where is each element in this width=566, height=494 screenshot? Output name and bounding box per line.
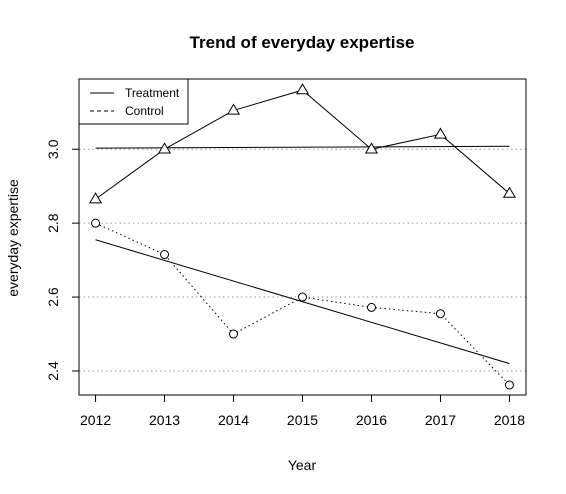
legend-label-treatment: Treatment [125,86,180,100]
legend-label-control: Control [125,104,164,118]
treatment-marker [433,127,448,139]
treatment-marker [295,83,310,95]
control-marker [91,218,101,228]
y-axis-label: everyday expertise [5,179,21,297]
x-tick-label: 2018 [494,412,525,428]
y-tick-label: 2.4 [45,361,61,381]
control-trend-line [95,239,510,365]
y-axis: 2.4 2.6 2.8 3.0 [45,139,80,381]
x-tick-label: 2014 [218,412,249,428]
control-marker [229,329,239,339]
chart-title: Trend of everyday expertise [190,33,415,52]
x-axis: 2012 2013 2014 2015 2016 2017 2018 [80,394,525,428]
x-tick-label: 2013 [149,412,180,428]
legend: Treatment Control [78,78,189,125]
control-marker [160,250,170,260]
control-marker [298,292,307,302]
series-markers [88,83,517,390]
y-tick-label: 2.8 [45,213,61,233]
treatment-marker [88,192,103,204]
x-tick-label: 2015 [287,412,318,428]
x-tick-label: 2012 [80,412,111,428]
control-marker [435,309,445,319]
x-tick-label: 2016 [356,412,387,428]
control-marker [504,380,514,390]
treatment-marker [502,186,517,198]
x-tick-label: 2017 [425,412,456,428]
y-tick-label: 3.0 [45,139,61,159]
treatment-marker [226,103,241,115]
treatment-marker [364,142,379,154]
y-tick-label: 2.6 [45,287,61,307]
treatment-marker [157,142,172,154]
control-marker [366,302,376,312]
legend-box [78,78,189,125]
x-axis-label: Year [288,457,317,473]
